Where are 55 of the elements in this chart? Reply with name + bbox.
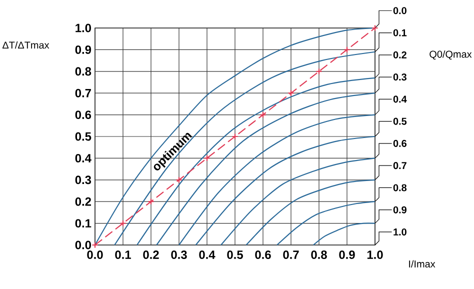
text: 0.7	[393, 162, 406, 170]
text: 0.0	[393, 7, 406, 14]
x-tick-label: 0.1	[115, 250, 131, 259]
x-tick-label: 0.8	[311, 250, 327, 259]
point	[288, 90, 294, 96]
line-series	[195, 136, 376, 246]
x-tick-label: 0.3	[171, 250, 187, 259]
x-tick-label: 0.6	[255, 250, 271, 259]
point	[204, 154, 210, 162]
y-tick-label: 0.5	[75, 132, 92, 141]
y-tick-label: 0.1	[75, 219, 92, 228]
x-tick-label: 0.9	[339, 250, 355, 259]
text: 0.9	[393, 206, 406, 214]
text: 0.3	[393, 74, 406, 81]
point	[344, 46, 350, 54]
text: 0.5	[393, 118, 407, 125]
x-tick-label: 0.7	[283, 250, 299, 259]
y-tick-label: 1.0	[76, 24, 91, 32]
text: 1.0	[394, 228, 406, 236]
point	[372, 24, 378, 32]
line-series	[276, 201, 376, 246]
y-tick-label: 0.7	[75, 88, 91, 98]
x-tick-label: 1.0	[367, 250, 383, 259]
y-tick-label: 0.4	[75, 154, 92, 162]
line-series	[156, 92, 376, 246]
point	[120, 220, 126, 227]
x-tick-label: 0.4	[199, 250, 216, 259]
x-tick-label: 0.0	[87, 250, 103, 259]
y-tick-label: 0.0	[75, 240, 91, 250]
text: 0.8	[393, 184, 407, 192]
line-series	[114, 51, 376, 246]
line-series	[220, 158, 376, 246]
point	[260, 111, 266, 118]
text: 0.4	[393, 96, 407, 103]
line-series	[312, 222, 376, 246]
x-tick-label: 0.5	[227, 250, 243, 259]
y-tick-label: 0.6	[75, 110, 92, 120]
y-tick-label: 0.9	[75, 45, 92, 54]
text: 0.1	[393, 29, 407, 36]
line-series	[246, 179, 376, 246]
point	[316, 68, 322, 75]
y-tick-label: 0.3	[75, 176, 92, 184]
point	[92, 242, 98, 248]
x-tick-label: 0.2	[143, 250, 159, 259]
point	[176, 176, 182, 184]
text: 0.6	[393, 140, 406, 147]
point	[232, 133, 238, 140]
y-tick-label: 0.2	[75, 197, 92, 206]
text: 0.2	[393, 51, 406, 58]
y-tick-label: 0.8	[75, 67, 92, 76]
legend-title: Q0/Qmax	[430, 50, 472, 60]
x-axis-title: I/Imax	[409, 260, 436, 268]
line-series	[136, 77, 376, 246]
y-axis-title: ΔT/ΔTmax	[2, 41, 50, 49]
point	[148, 198, 154, 205]
